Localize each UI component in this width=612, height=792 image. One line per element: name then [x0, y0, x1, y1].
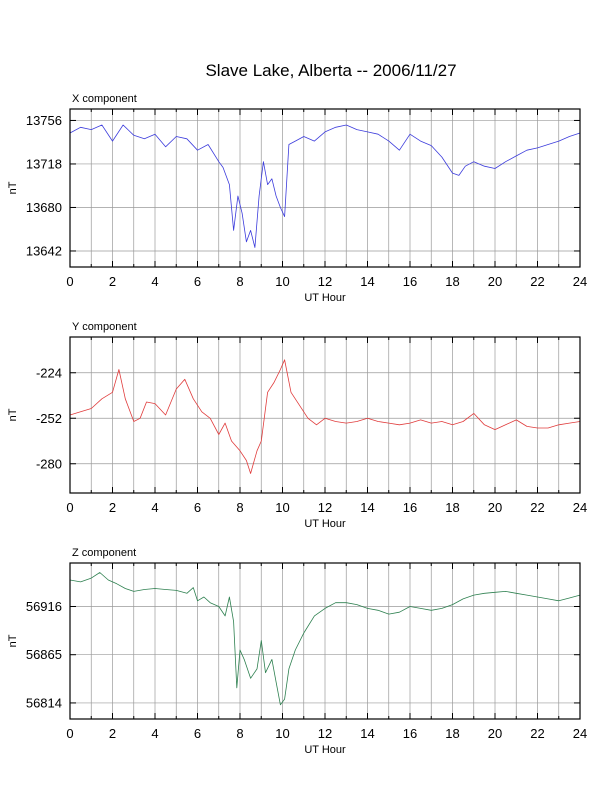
x-tick-label: 12 [318, 726, 332, 741]
y-axis-label: nT [7, 181, 19, 194]
y-tick-label: 13680 [26, 200, 62, 215]
x-tick-label: 24 [573, 274, 587, 289]
x-tick-label: 0 [66, 274, 73, 289]
x-tick-label: 2 [109, 500, 116, 515]
x-tick-label: 8 [236, 274, 243, 289]
panel-title: X component [72, 93, 137, 105]
x-tick-label: 20 [488, 726, 502, 741]
x-tick-label: 14 [360, 726, 374, 741]
x-tick-label: 14 [360, 500, 374, 515]
panel-title: Z component [72, 547, 136, 559]
x-tick-label: 6 [194, 274, 201, 289]
x-tick-label: 8 [236, 726, 243, 741]
panel-title: Y component [72, 321, 137, 333]
x-tick-label: 8 [236, 500, 243, 515]
x-tick-label: 10 [275, 726, 289, 741]
y-axis-label: nT [7, 408, 19, 421]
y-tick-label: -224 [36, 365, 62, 380]
y-tick-label: 13756 [26, 113, 62, 128]
x-tick-label: 2 [109, 726, 116, 741]
figure-title: Slave Lake, Alberta -- 2006/11/27 [205, 61, 456, 80]
y-tick-label: -252 [36, 411, 62, 426]
plot-frame [69, 562, 581, 720]
series-line [69, 124, 581, 248]
series-line [69, 572, 581, 706]
plot-frame [69, 336, 581, 494]
x-tick-label: 16 [403, 274, 417, 289]
y-axis-label: nT [7, 634, 19, 647]
x-tick-label: 24 [573, 500, 587, 515]
x-tick-label: 10 [275, 500, 289, 515]
x-tick-label: 12 [318, 500, 332, 515]
y-tick-label: -280 [36, 456, 62, 471]
x-tick-label: 22 [530, 274, 544, 289]
x-tick-label: 16 [403, 726, 417, 741]
x-tick-label: 4 [151, 500, 158, 515]
series-line [69, 359, 581, 474]
x-tick-label: 10 [275, 274, 289, 289]
plot-frame [69, 108, 581, 268]
x-tick-label: 2 [109, 274, 116, 289]
x-tick-label: 12 [318, 274, 332, 289]
x-tick-label: 22 [530, 500, 544, 515]
x-tick-label: 14 [360, 274, 374, 289]
x-tick-label: 4 [151, 274, 158, 289]
x-axis-label: UT Hour [304, 518, 346, 530]
x-tick-label: 0 [66, 500, 73, 515]
x-tick-label: 18 [445, 500, 459, 515]
x-tick-label: 18 [445, 726, 459, 741]
x-axis-label: UT Hour [304, 292, 346, 304]
y-tick-label: 56916 [26, 599, 62, 614]
x-tick-label: 6 [194, 500, 201, 515]
x-tick-label: 18 [445, 274, 459, 289]
y-tick-label: 56865 [26, 647, 62, 662]
x-tick-label: 6 [194, 726, 201, 741]
y-tick-label: 56814 [26, 695, 62, 710]
y-tick-label: 13642 [26, 243, 62, 258]
x-tick-label: 20 [488, 500, 502, 515]
x-tick-label: 4 [151, 726, 158, 741]
x-tick-label: 22 [530, 726, 544, 741]
x-tick-label: 16 [403, 500, 417, 515]
x-tick-label: 0 [66, 726, 73, 741]
x-axis-label: UT Hour [304, 744, 346, 756]
x-tick-label: 24 [573, 726, 587, 741]
x-tick-label: 20 [488, 274, 502, 289]
y-tick-label: 13718 [26, 156, 62, 171]
